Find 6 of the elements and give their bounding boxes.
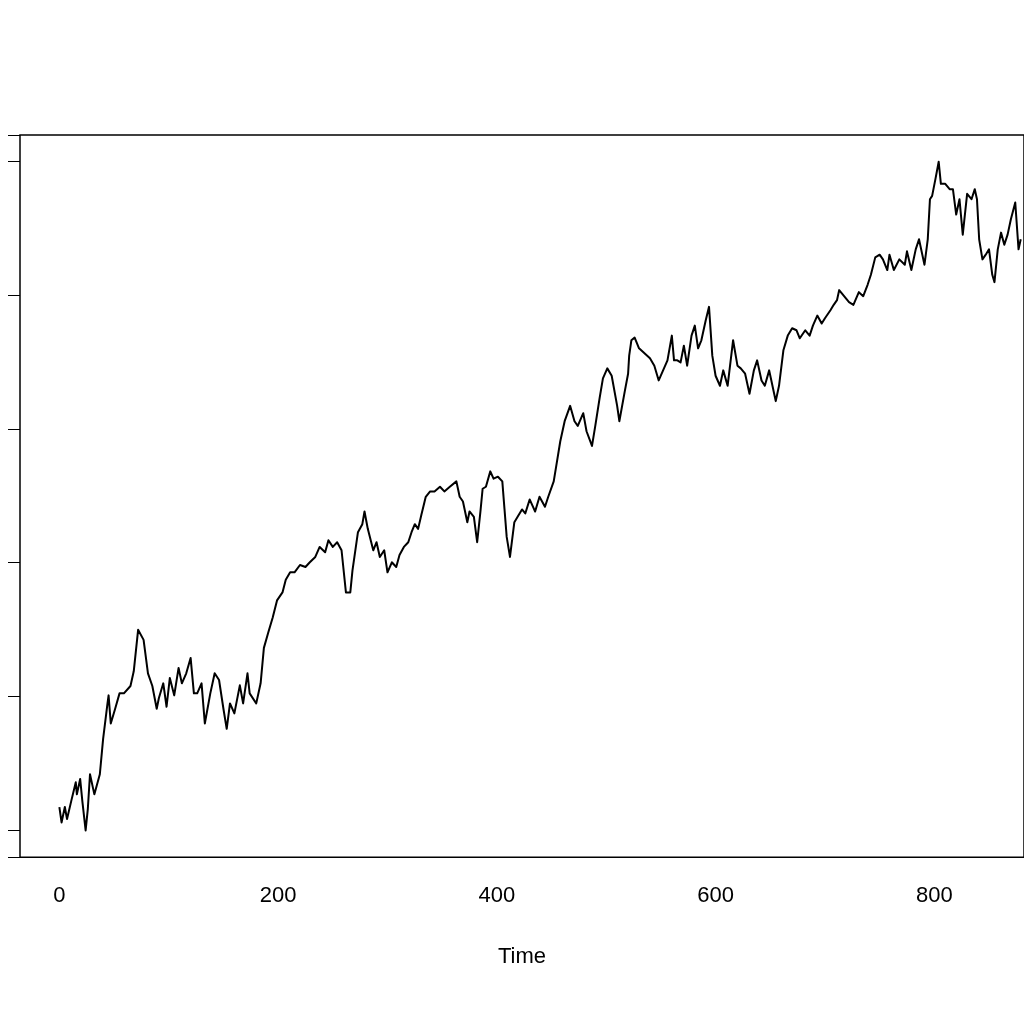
x-axis-title: Time [497,942,547,968]
x-tick-label: 0 [53,882,66,908]
x-tick-label: 600 [697,882,734,908]
x-tick-label: 400 [478,882,516,908]
x-tick-label: 200 [259,882,297,908]
x-tick-label: 800 [915,882,953,908]
